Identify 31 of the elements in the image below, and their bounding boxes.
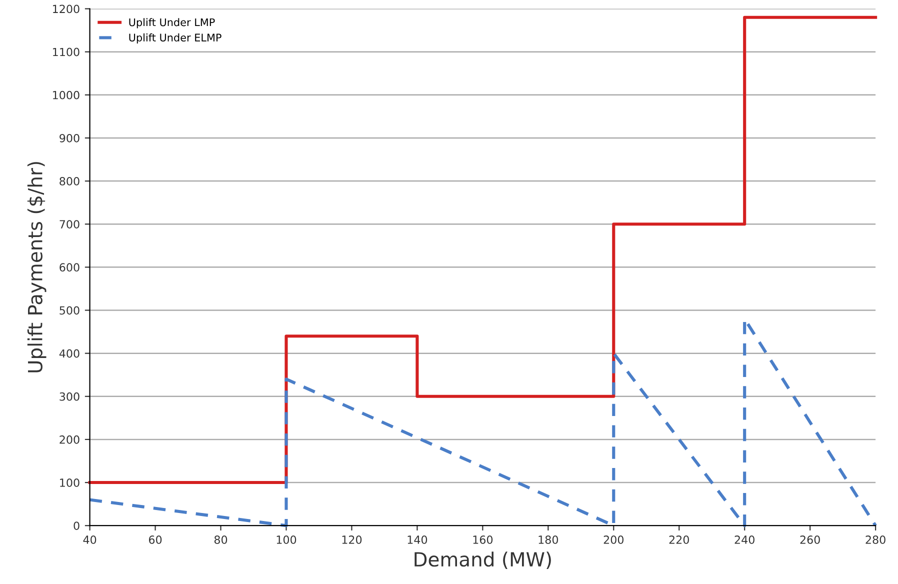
- y-tick-label: 300: [60, 392, 80, 401]
- legend-label: Uplift Under LMP: [129, 18, 215, 28]
- y-tick-label: 500: [60, 306, 80, 315]
- y-tick-label: 800: [60, 177, 80, 186]
- x-tick-label: 100: [276, 536, 296, 544]
- x-tick-label: 120: [342, 536, 362, 544]
- x-tick-label: 260: [800, 536, 820, 544]
- x-tick-label: 220: [669, 536, 689, 544]
- x-tick-label: 160: [473, 536, 493, 544]
- x-tick-label: 180: [538, 536, 558, 544]
- x-axis-title: Demand (MW): [414, 552, 551, 569]
- y-tick-label: 200: [60, 435, 80, 444]
- x-tick-label: 40: [83, 536, 96, 544]
- x-tick-label: 60: [148, 536, 162, 544]
- x-tick-label: 80: [214, 536, 228, 544]
- y-tick-label: 0: [74, 522, 80, 530]
- y-tick-label: 1200: [53, 4, 80, 14]
- y-tick-label: 700: [60, 220, 80, 228]
- x-tick-label: 280: [866, 536, 886, 544]
- line-series: [88, 16, 878, 484]
- legend-label: Uplift Under ELMP: [129, 33, 222, 44]
- x-tick-label: 140: [408, 536, 428, 544]
- x-tick-label: 200: [604, 536, 624, 544]
- x-tick-label: 240: [734, 536, 754, 544]
- y-tick-label: 900: [60, 134, 80, 142]
- y-tick-label: 400: [59, 349, 80, 358]
- y-tick-label: 1000: [53, 90, 80, 100]
- y-axis-title: Uplift Payments ($/hr): [27, 162, 46, 372]
- y-tick-label: 100: [60, 478, 80, 487]
- y-tick-label: 1100: [53, 48, 80, 56]
- y-tick-label: 600: [60, 263, 80, 272]
